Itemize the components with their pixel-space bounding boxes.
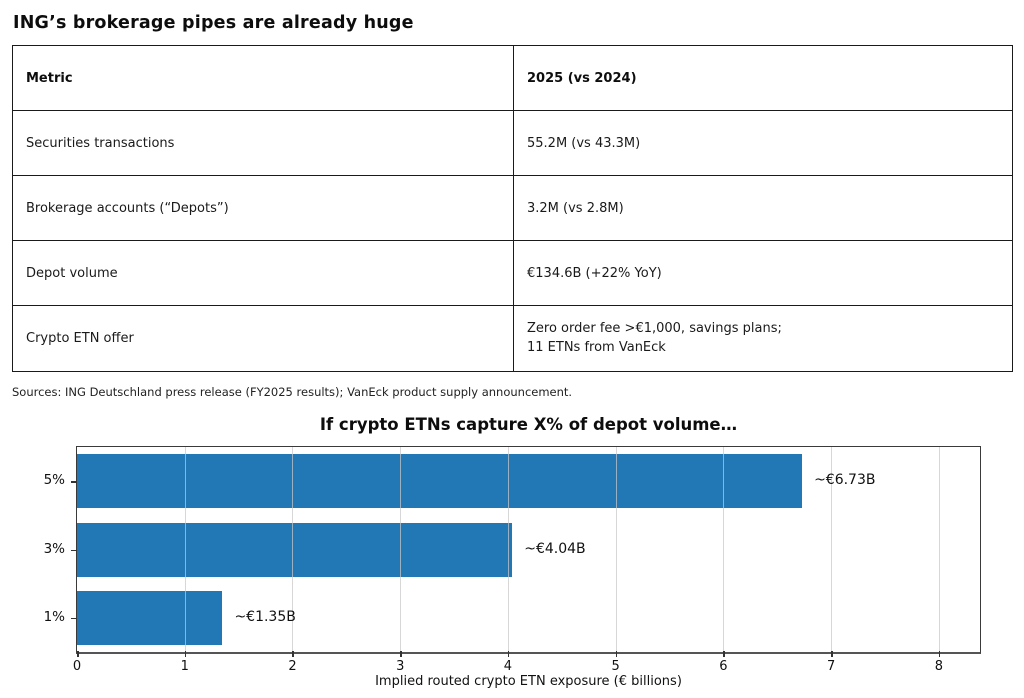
y-tick-label: 3%: [43, 540, 65, 557]
bar-5%: [77, 454, 803, 509]
metrics-table: Metric 2025 (vs 2024) Securities transac…: [12, 45, 1013, 372]
x-tick-label: 7: [827, 659, 836, 674]
y-tick-mark: [71, 481, 77, 483]
x-tick-label: 3: [396, 659, 405, 674]
page-title: ING’s brokerage pipes are already huge: [13, 13, 414, 33]
x-tick-mark: [184, 651, 187, 657]
x-tick-label: 4: [503, 659, 513, 674]
bar-1%: [77, 590, 223, 645]
gridline: [938, 447, 940, 652]
gridline: [831, 447, 833, 652]
value-column-header: 2025 (vs 2024): [513, 45, 1013, 111]
y-tick-label: 1%: [43, 608, 65, 625]
gridline: [615, 447, 617, 652]
value-cell: 55.2M (vs 43.3M): [513, 110, 1013, 176]
table-row: Securities transactions 55.2M (vs 43.3M): [12, 110, 1013, 176]
table-row: Crypto ETN offer Zero order fee >€1,000,…: [12, 305, 1013, 372]
table-header-row: Metric 2025 (vs 2024): [12, 45, 1013, 111]
plot-area: ~€6.73B 5% ~€4.04B 3% ~€1.35B 1% 0 1 2 3 4 5 6 7 8: [44, 446, 981, 674]
x-tick-mark: [507, 651, 510, 657]
bar-value-label: ~€4.04B: [524, 540, 586, 557]
x-tick-label: 8: [934, 659, 944, 674]
bar-value-label: ~€6.73B: [814, 472, 876, 489]
x-tick-label: 0: [72, 659, 82, 674]
x-tick-mark: [400, 651, 402, 657]
sources-note: Sources: ING Deutschland press release (…: [12, 385, 573, 399]
x-tick-label: 6: [719, 659, 728, 674]
table-row: Brokerage accounts (“Depots”) 3.2M (vs 2…: [12, 175, 1013, 241]
y-tick-mark: [71, 549, 77, 551]
metric-cell: Crypto ETN offer: [12, 305, 514, 372]
value-cell: 3.2M (vs 2.8M): [513, 175, 1013, 241]
table-row: Depot volume €134.6B (+22% YoY): [12, 240, 1013, 306]
x-tick-mark: [938, 651, 941, 657]
gridline: [292, 447, 294, 652]
y-tick-label: 5%: [43, 472, 65, 489]
metric-cell: Brokerage accounts (“Depots”): [12, 175, 514, 241]
value-cell: €134.6B (+22% YoY): [513, 240, 1013, 306]
bar-value-label: ~€1.35B: [234, 608, 296, 625]
gridline: [400, 447, 402, 652]
x-axis-label: Implied routed crypto ETN exposure (€ bi…: [375, 674, 682, 689]
metric-cell: Securities transactions: [12, 110, 514, 176]
metric-column-header: Metric: [12, 45, 514, 111]
x-tick-mark: [615, 651, 618, 657]
bar-3%: [77, 522, 513, 577]
x-tick-label: 1: [180, 659, 189, 674]
y-tick-mark: [71, 617, 77, 620]
x-tick-mark: [292, 651, 294, 657]
chart-title: If crypto ETNs capture X% of depot volum…: [319, 415, 738, 434]
x-tick-mark: [831, 651, 833, 657]
gridline: [507, 447, 509, 652]
x-tick-mark: [77, 651, 79, 657]
gridline: [723, 447, 725, 652]
x-tick-mark: [723, 651, 725, 657]
x-tick-label: 2: [288, 659, 297, 674]
metric-cell: Depot volume: [12, 240, 514, 306]
gridline: [184, 447, 186, 652]
value-cell: Zero order fee >€1,000, savings plans; 1…: [513, 305, 1013, 372]
x-tick-label: 5: [611, 659, 620, 674]
